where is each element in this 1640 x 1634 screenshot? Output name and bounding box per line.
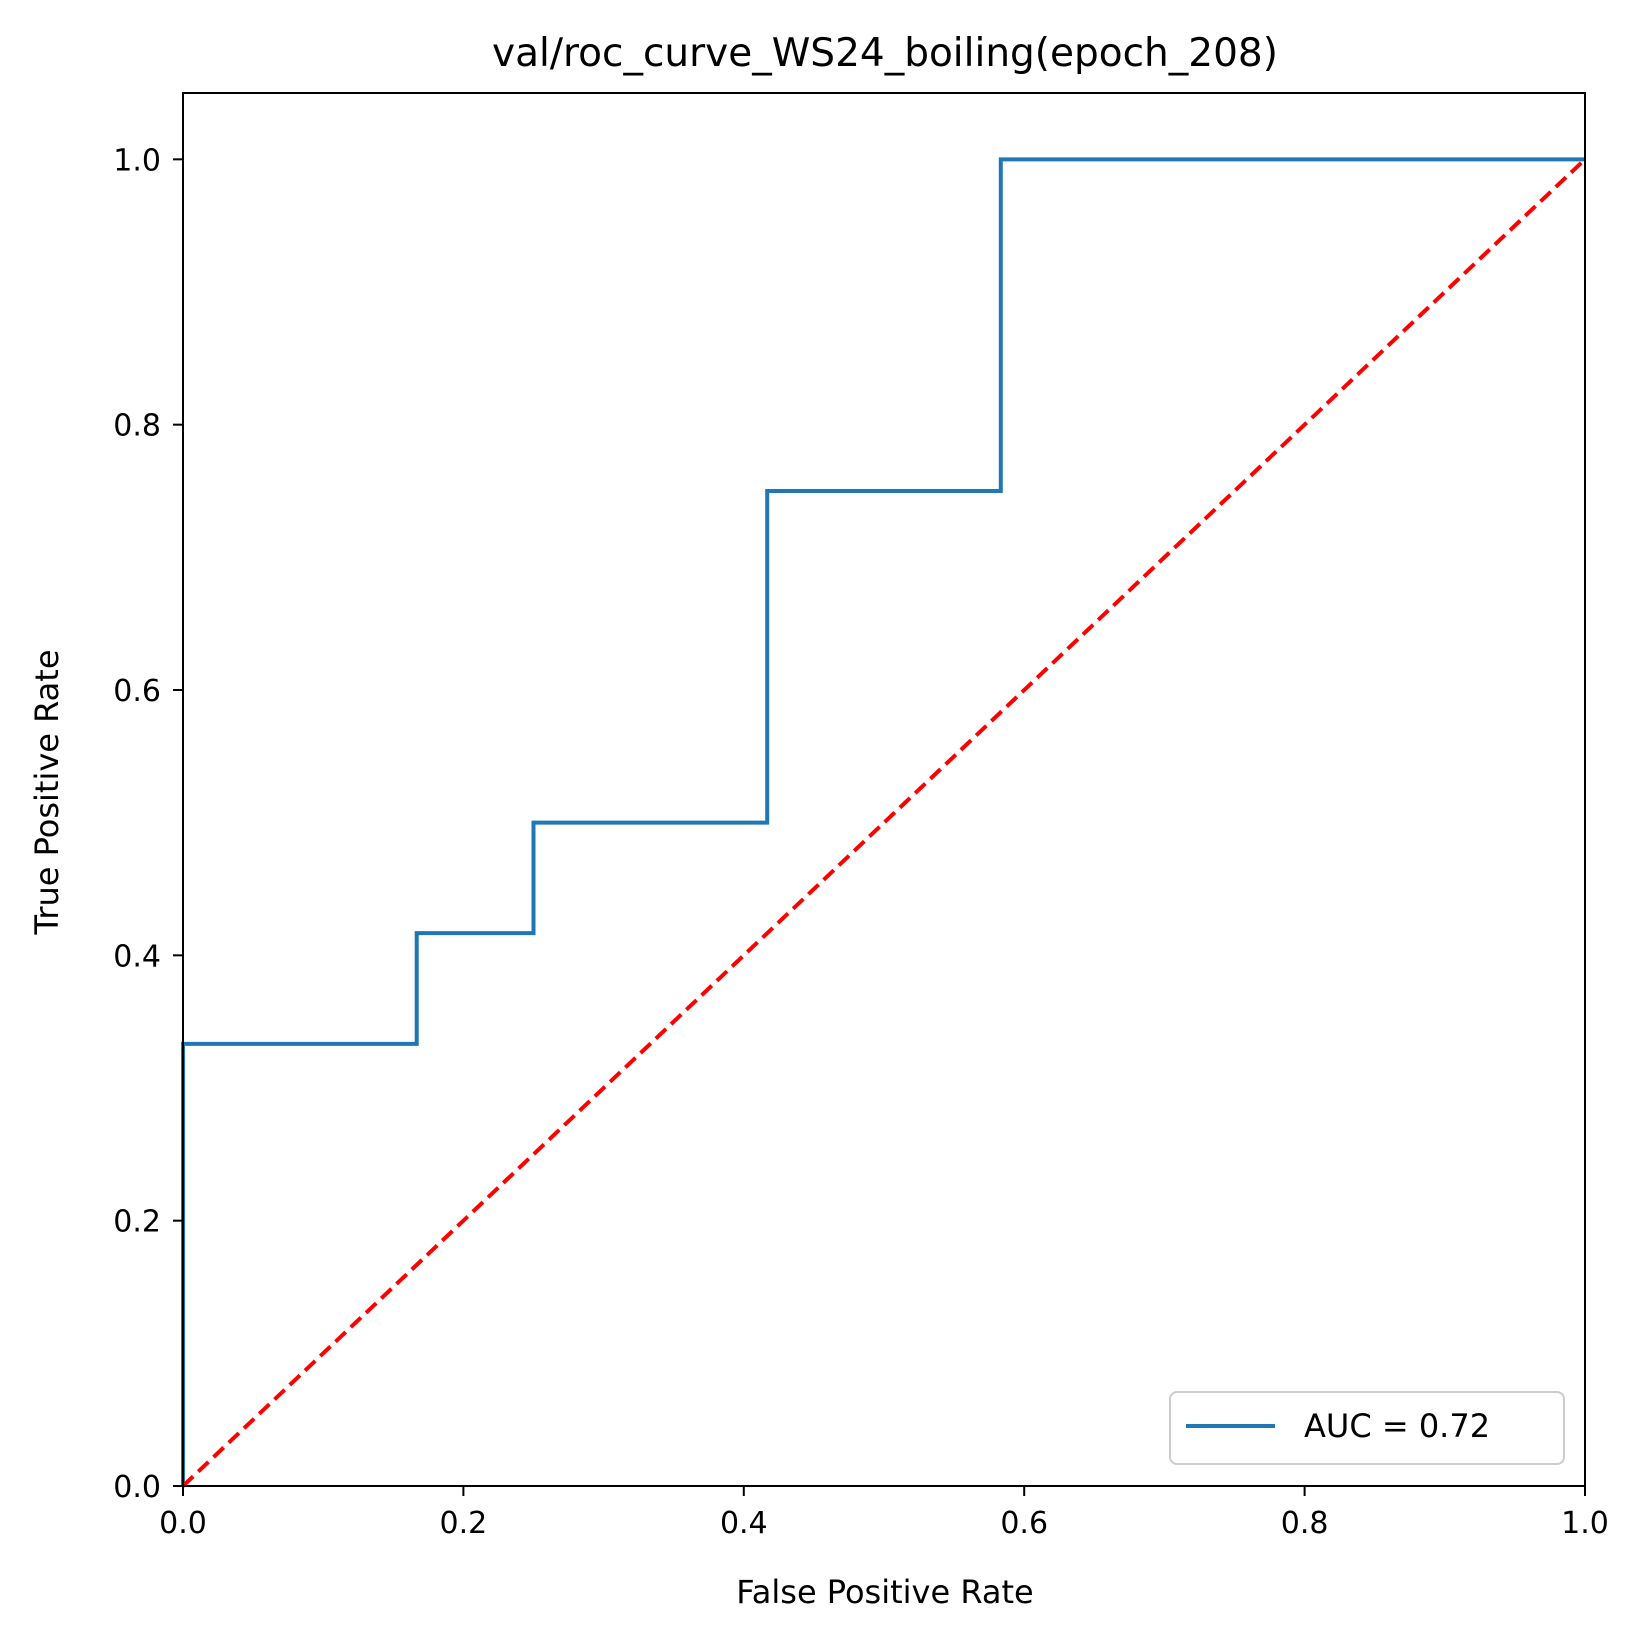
plot-frame	[182, 92, 1586, 1487]
y-axis-title: True Positive Rate	[28, 649, 66, 935]
roc-curve-line	[181, 157, 1585, 1486]
chart-title: val/roc_curve_WS24_boiling(epoch_208)	[492, 31, 1278, 76]
y-tick-label: 0.8	[113, 409, 161, 444]
chance-diagonal-line	[181, 157, 1587, 1488]
x-axis-title: False Positive Rate	[736, 1573, 1033, 1611]
x-tick-label: 0.2	[440, 1506, 488, 1541]
y-tick-label: 1.0	[113, 143, 161, 178]
plot-series	[181, 157, 1587, 1488]
legend: AUC = 0.72	[1169, 1391, 1565, 1465]
y-tick-label: 0.4	[113, 939, 161, 974]
y-tick-label: 0.2	[113, 1205, 161, 1240]
x-tick-label: 0.4	[720, 1506, 768, 1541]
y-tick-label: 0.0	[113, 1470, 161, 1505]
x-tick-label: 0.6	[1000, 1506, 1048, 1541]
legend-box	[1169, 1391, 1565, 1465]
x-tick-label: 0.0	[159, 1506, 207, 1541]
y-tick-label: 0.6	[113, 674, 161, 709]
x-axis-ticks: 0.0 0.2 0.4 0.6 0.8 1.0	[159, 1486, 1609, 1541]
x-tick-label: 1.0	[1561, 1506, 1609, 1541]
y-axis-ticks: 0.0 0.2 0.4 0.6 0.8 1.0	[113, 143, 183, 1505]
legend-label: AUC = 0.72	[1304, 1407, 1490, 1445]
x-tick-label: 0.8	[1281, 1506, 1329, 1541]
